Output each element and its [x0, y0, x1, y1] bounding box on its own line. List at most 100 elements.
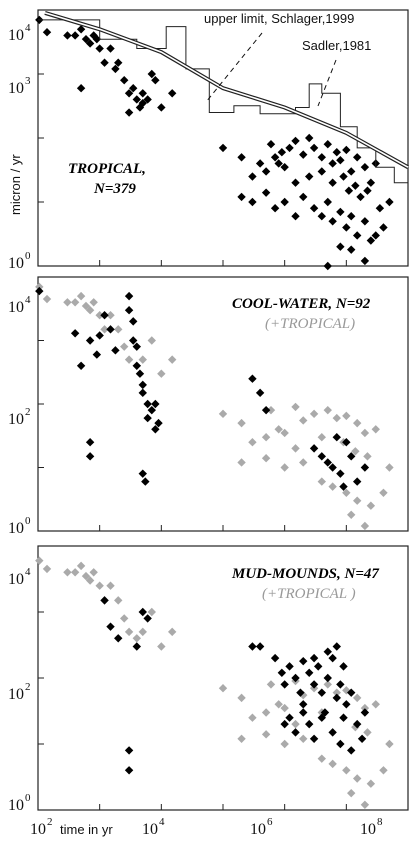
top-point-tropical — [360, 256, 370, 266]
bot-point-tropical — [42, 564, 52, 574]
mid-point-tropical — [317, 433, 326, 442]
top-point-tropical — [106, 44, 115, 53]
top-point-tropical — [76, 25, 86, 34]
top-point-tropical — [360, 162, 370, 172]
top-point-tropical — [261, 167, 271, 176]
mid-point-cool-water — [129, 336, 138, 345]
mid-point-tropical — [237, 418, 246, 428]
bot-point-tropical — [85, 576, 95, 585]
panel-top-curves — [38, 10, 409, 184]
mid-point-tropical — [35, 282, 44, 292]
mid-point-tropical — [379, 488, 388, 497]
mid-point-cool-water — [138, 380, 147, 390]
bot-point-tropical — [261, 708, 271, 717]
mid-point-cool-water — [129, 317, 138, 326]
mid-point-cool-water — [332, 433, 341, 442]
top-point-tropical — [280, 162, 289, 172]
xtick-base-4: 10 — [360, 821, 376, 838]
top-point-tropical — [89, 31, 98, 40]
top-point-tropical — [366, 178, 376, 187]
mid-point-tropical — [347, 510, 356, 519]
top-point-tropical — [342, 223, 351, 232]
bot-point-mud-mounds — [328, 728, 337, 737]
top-point-tropical — [347, 167, 356, 176]
bot-point-tropical — [274, 700, 283, 709]
mid-point-tropical — [366, 501, 376, 510]
panel-middle-marks — [35, 276, 409, 532]
bot-point-mud-mounds — [342, 700, 351, 709]
mid-point-cool-water — [261, 405, 271, 415]
mid-point-tropical — [76, 291, 86, 301]
bot-point-mud-mounds — [309, 680, 319, 689]
bot-point-mud-mounds — [352, 719, 362, 729]
top-point-tropical — [328, 217, 337, 226]
bot-point-tropical — [114, 596, 123, 605]
bot-point-tropical — [124, 627, 134, 637]
mid-point-tropical — [385, 463, 394, 472]
top-point-tropical — [70, 31, 80, 40]
bot-point-mud-mounds — [336, 739, 345, 749]
bot-point-mud-mounds — [314, 662, 323, 671]
top-point-tropical — [305, 133, 314, 143]
top-point-tropical — [360, 217, 370, 226]
top-point-tropical — [285, 143, 294, 153]
mid-ytick-base-2: 10 — [8, 411, 24, 428]
mid-point-tropical — [351, 447, 360, 456]
top-point-tropical — [266, 140, 276, 149]
bot-point-tropical — [385, 739, 394, 749]
mid-point-tropical — [371, 425, 380, 434]
top-point-tropical — [111, 64, 120, 74]
bot-point-mud-mounds — [317, 688, 326, 697]
x-axis-label: time in yr — [60, 822, 113, 837]
mid-point-tropical — [299, 416, 308, 425]
mid-panel-label: COOL-WATER, N=92 — [232, 296, 371, 312]
mid-point-tropical — [360, 428, 370, 438]
top-point-tropical — [328, 178, 337, 187]
bot-point-mud-mounds — [336, 680, 345, 689]
mid-panel-sublabel: (+TROPICAL) — [265, 316, 355, 332]
mid-point-cool-water — [151, 399, 160, 409]
mid-point-tropical — [317, 477, 326, 486]
bot-panel-sublabel: (+TROPICAL ) — [262, 586, 356, 602]
top-point-tropical — [352, 153, 362, 162]
mid-point-tropical — [309, 409, 319, 419]
mid-point-tropical — [261, 454, 271, 463]
bot-panel-label: MUD-MOUNDS, N=47 — [231, 566, 379, 582]
top-point-tropical — [151, 76, 160, 85]
bot-point-tropical — [248, 713, 257, 722]
mid-point-cool-water — [309, 444, 319, 453]
mid-point-tropical — [332, 413, 341, 423]
bot-point-tropical — [132, 634, 141, 643]
mid-point-tropical — [352, 418, 362, 428]
top-point-tropical — [379, 223, 388, 232]
top-point-tropical — [147, 69, 156, 79]
bot-point-tropical — [366, 779, 376, 788]
top-point-tropical — [347, 211, 356, 221]
mid-point-cool-water — [360, 463, 370, 472]
top-point-tropical — [63, 31, 72, 40]
top-point-tropical — [81, 34, 91, 44]
xtick-exp-1: 2 — [47, 816, 53, 828]
top-point-tropical — [92, 34, 102, 44]
top-point-tropical — [167, 89, 177, 98]
top-point-tropical — [339, 172, 348, 181]
mid-point-tropical — [323, 405, 332, 415]
mid-point-cool-water — [100, 311, 109, 320]
bot-ytick-base-1: 10 — [8, 797, 24, 814]
annotation-schlager-leader — [205, 32, 263, 103]
top-point-tropical — [305, 172, 314, 181]
bot-point-tropical — [291, 719, 300, 729]
mid-point-tropical — [328, 482, 337, 491]
panel-top: 10 0 10 3 10 4 micron / yr upper limit, … — [8, 9, 409, 272]
bot-point-tropical — [351, 722, 360, 732]
bot-point-mud-mounds — [357, 734, 367, 743]
bot-point-mud-mounds — [138, 607, 147, 617]
bot-point-mud-mounds — [299, 656, 308, 666]
bot-point-mud-mounds — [305, 719, 314, 729]
bot-point-tropical — [280, 703, 289, 713]
bot-point-tropical — [147, 607, 156, 617]
bot-point-tropical — [328, 759, 337, 769]
mid-point-tropical — [138, 355, 147, 364]
bot-point-mud-mounds — [309, 653, 319, 663]
mid-ytick-exp-3: 4 — [25, 294, 31, 306]
